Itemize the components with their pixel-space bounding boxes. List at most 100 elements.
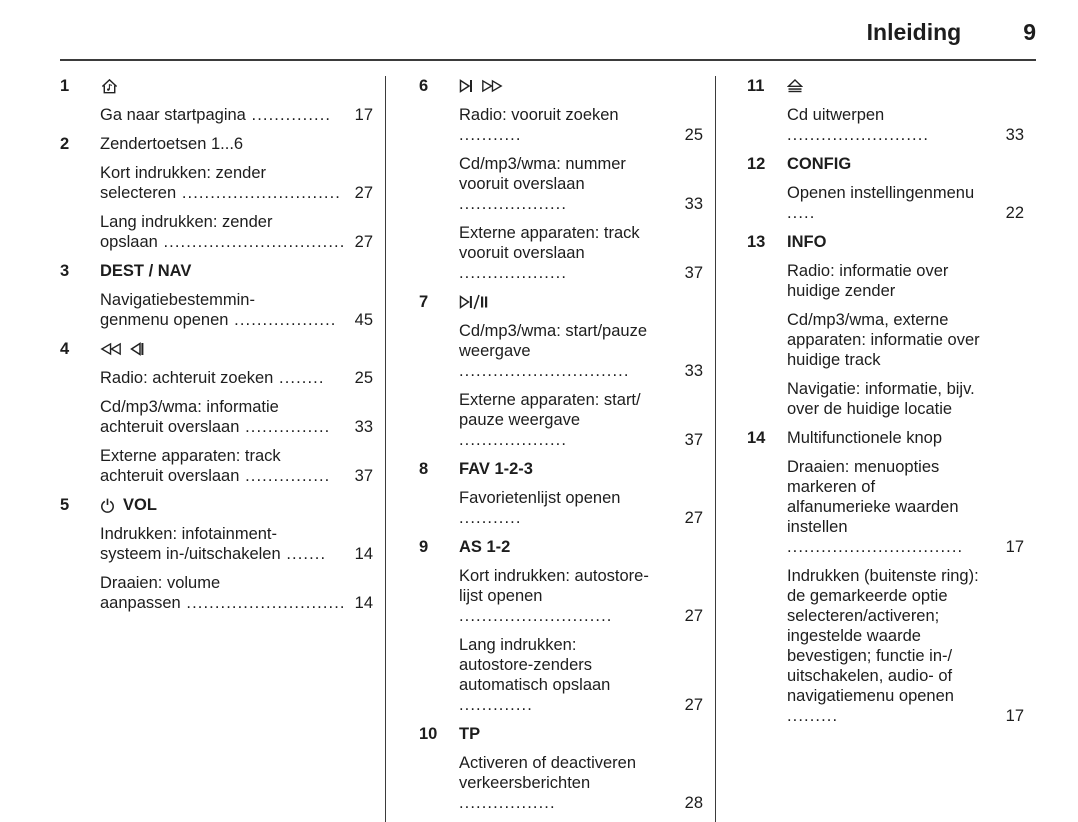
item-7: 7 Cd/mp3/wma: start/pauze weergave ......… — [419, 292, 703, 459]
item-body: Cd uitwerpen ......................... 33 — [787, 76, 1024, 154]
item-14: 14 Multifunctionele knop Draaien: menuopti… — [747, 428, 1024, 735]
columns: 1 Ga naar startpagina .............. 17 2 Ze… — [60, 76, 1036, 822]
entry-leader: ............................... — [787, 538, 964, 556]
item-5: 5 VOL Indrukken: infotainment- systeem in-… — [60, 495, 373, 622]
item-head: VOL — [100, 495, 373, 515]
item-3: 3 DEST / NAV Navigatiebestemmin- genmenu o… — [60, 261, 373, 339]
toc-entry: Navigatie: informatie, bijv. over de hui… — [787, 379, 1024, 419]
item-head — [459, 292, 703, 312]
entry-page-ref: 17 — [1005, 538, 1024, 556]
item-body: TP Activeren of deactiveren verkeersberic… — [459, 724, 703, 822]
column-2: 6 Radio: vooruit zoeken ........... 25 Cd/m… — [385, 76, 715, 822]
entry-page-ref: 25 — [684, 126, 703, 144]
power-icon — [100, 498, 115, 513]
item-head: TP — [459, 724, 703, 744]
entry-leader: ................... — [459, 195, 568, 213]
item-6: 6 Radio: vooruit zoeken ........... 25 Cd/m… — [419, 76, 703, 292]
entry-page-ref: 27 — [354, 184, 373, 202]
item-head — [787, 76, 1024, 96]
toc-entry: Radio: vooruit zoeken ........... 25 — [459, 105, 703, 145]
entry-leader: ......... — [787, 707, 839, 725]
entry-text: Radio: informatie over huidige zender — [787, 262, 949, 300]
entry-text: Externe apparaten: track achteruit overs… — [100, 447, 281, 485]
entry-text: Externe apparaten: start/ pauze weergave — [459, 391, 641, 429]
item-label: Zendertoetsen 1...6 — [100, 135, 244, 153]
toc-entry: Cd uitwerpen ......................... 33 — [787, 105, 1024, 145]
entry-text: Kort indrukken: autostore- lijst openen — [459, 567, 649, 605]
item-number: 1 — [60, 77, 70, 95]
toc-entry: Radio: informatie over huidige zender — [787, 261, 1024, 301]
entry-leader: ................... — [459, 431, 568, 449]
item-2: 2 Zendertoetsen 1...6 Kort indrukken: zend… — [60, 134, 373, 261]
entry-text: Radio: vooruit zoeken — [459, 106, 619, 124]
entry-page-ref: 33 — [684, 362, 703, 380]
entry-text: Draaien: volume aanpassen — [100, 574, 221, 612]
entry-page-ref: 27 — [684, 509, 703, 527]
entry-leader: ............................ — [180, 594, 346, 612]
item-body: Radio: achteruit zoeken ........ 25 Cd/mp3… — [100, 339, 373, 495]
entry-leader: ....... — [280, 545, 327, 563]
item-number: 2 — [60, 135, 70, 153]
entry-leader: ............... — [239, 418, 331, 436]
entry-page-ref: 33 — [1005, 126, 1024, 144]
entry-page-ref: 17 — [354, 106, 373, 124]
item-body: AS 1-2 Kort indrukken: autostore- lijst o… — [459, 537, 703, 724]
item-label: VOL — [123, 496, 157, 514]
toc-entry: Openen instellingenmenu ..... 22 — [787, 183, 1024, 223]
item-4: 4 Radio: achteruit zoeken ........ 25 Cd/mp… — [60, 339, 373, 495]
entry-page-ref: 22 — [1005, 204, 1024, 222]
toc-entry: Externe apparaten: track vooruit oversla… — [459, 223, 703, 283]
item-number: 3 — [60, 262, 70, 280]
item-13: 13 INFO Radio: informatie over huidige zen… — [747, 232, 1024, 428]
item-head: Multifunctionele knop — [787, 428, 1024, 448]
entry-text: Cd/mp3/wma: informatie achteruit oversla… — [100, 398, 279, 436]
header-rule — [60, 59, 1036, 61]
page-header: Inleiding 9 — [60, 18, 1036, 46]
entry-page-ref: 27 — [684, 607, 703, 625]
item-number: 8 — [419, 460, 429, 478]
item-head: INFO — [787, 232, 1024, 252]
toc-entry: Kort indrukken: autostore- lijst openen … — [459, 566, 703, 626]
toc-entry: Externe apparaten: track achteruit overs… — [100, 446, 373, 486]
entry-text: Cd uitwerpen — [787, 106, 885, 124]
entry-page-ref: 27 — [354, 233, 373, 251]
entry-text: Cd/mp3/wma, externe apparaten: informati… — [787, 311, 980, 369]
play-pause-icon — [459, 294, 489, 310]
entry-text: Lang indrukken: zender opslaan — [100, 213, 273, 251]
item-number: 11 — [747, 77, 765, 95]
entry-text: Cd/mp3/wma: nummer vooruit overslaan — [459, 155, 626, 193]
toc-entry: Favorietenlijst openen ........... 27 — [459, 488, 703, 528]
entry-page-ref: 45 — [354, 311, 373, 329]
entry-text: Kort indrukken: zender selecteren — [100, 164, 267, 202]
toc-entry: Activeren of deactiveren verkeersbericht… — [459, 753, 703, 813]
entry-page-ref: 25 — [354, 369, 373, 387]
item-label: CONFIG — [787, 155, 852, 173]
item-body: VOL Indrukken: infotainment- systeem in-/… — [100, 495, 373, 622]
entry-text: Radio: achteruit zoeken — [100, 369, 274, 387]
item-label: AS 1-2 — [459, 538, 511, 556]
toc-entry: Externe apparaten: start/ pauze weergave… — [459, 390, 703, 450]
item-label: FAV 1-2-3 — [459, 460, 533, 478]
item-11: 11 Cd uitwerpen .........................… — [747, 76, 1024, 154]
toc-entry: Draaien: volume aanpassen ..............… — [100, 573, 373, 613]
item-head: Zendertoetsen 1...6 — [100, 134, 373, 154]
item-head — [100, 339, 373, 359]
entry-leader: .............................. — [459, 362, 630, 380]
toc-entry: Lang indrukken: autostore-zenders automa… — [459, 635, 703, 715]
entry-leader: ........ — [273, 369, 325, 387]
entry-text: Ga naar startpagina — [100, 106, 246, 124]
entry-leader: ........................... — [459, 607, 613, 625]
item-label: INFO — [787, 233, 827, 251]
entry-text: Openen instellingenmenu — [787, 184, 975, 202]
item-number: 13 — [747, 233, 766, 251]
home-icon — [100, 78, 119, 94]
entry-text: Indrukken: infotainment- systeem in-/uit… — [100, 525, 281, 563]
item-body: DEST / NAV Navigatiebestemmin- genmenu op… — [100, 261, 373, 339]
item-body: FAV 1-2-3 Favorietenlijst openen ........… — [459, 459, 703, 537]
entry-page-ref: 17 — [1005, 707, 1024, 725]
fast-forward-icon — [481, 79, 503, 93]
page-number: 9 — [1023, 19, 1036, 45]
entry-leader: ......................... — [787, 126, 930, 144]
entry-page-ref: 28 — [684, 794, 703, 812]
